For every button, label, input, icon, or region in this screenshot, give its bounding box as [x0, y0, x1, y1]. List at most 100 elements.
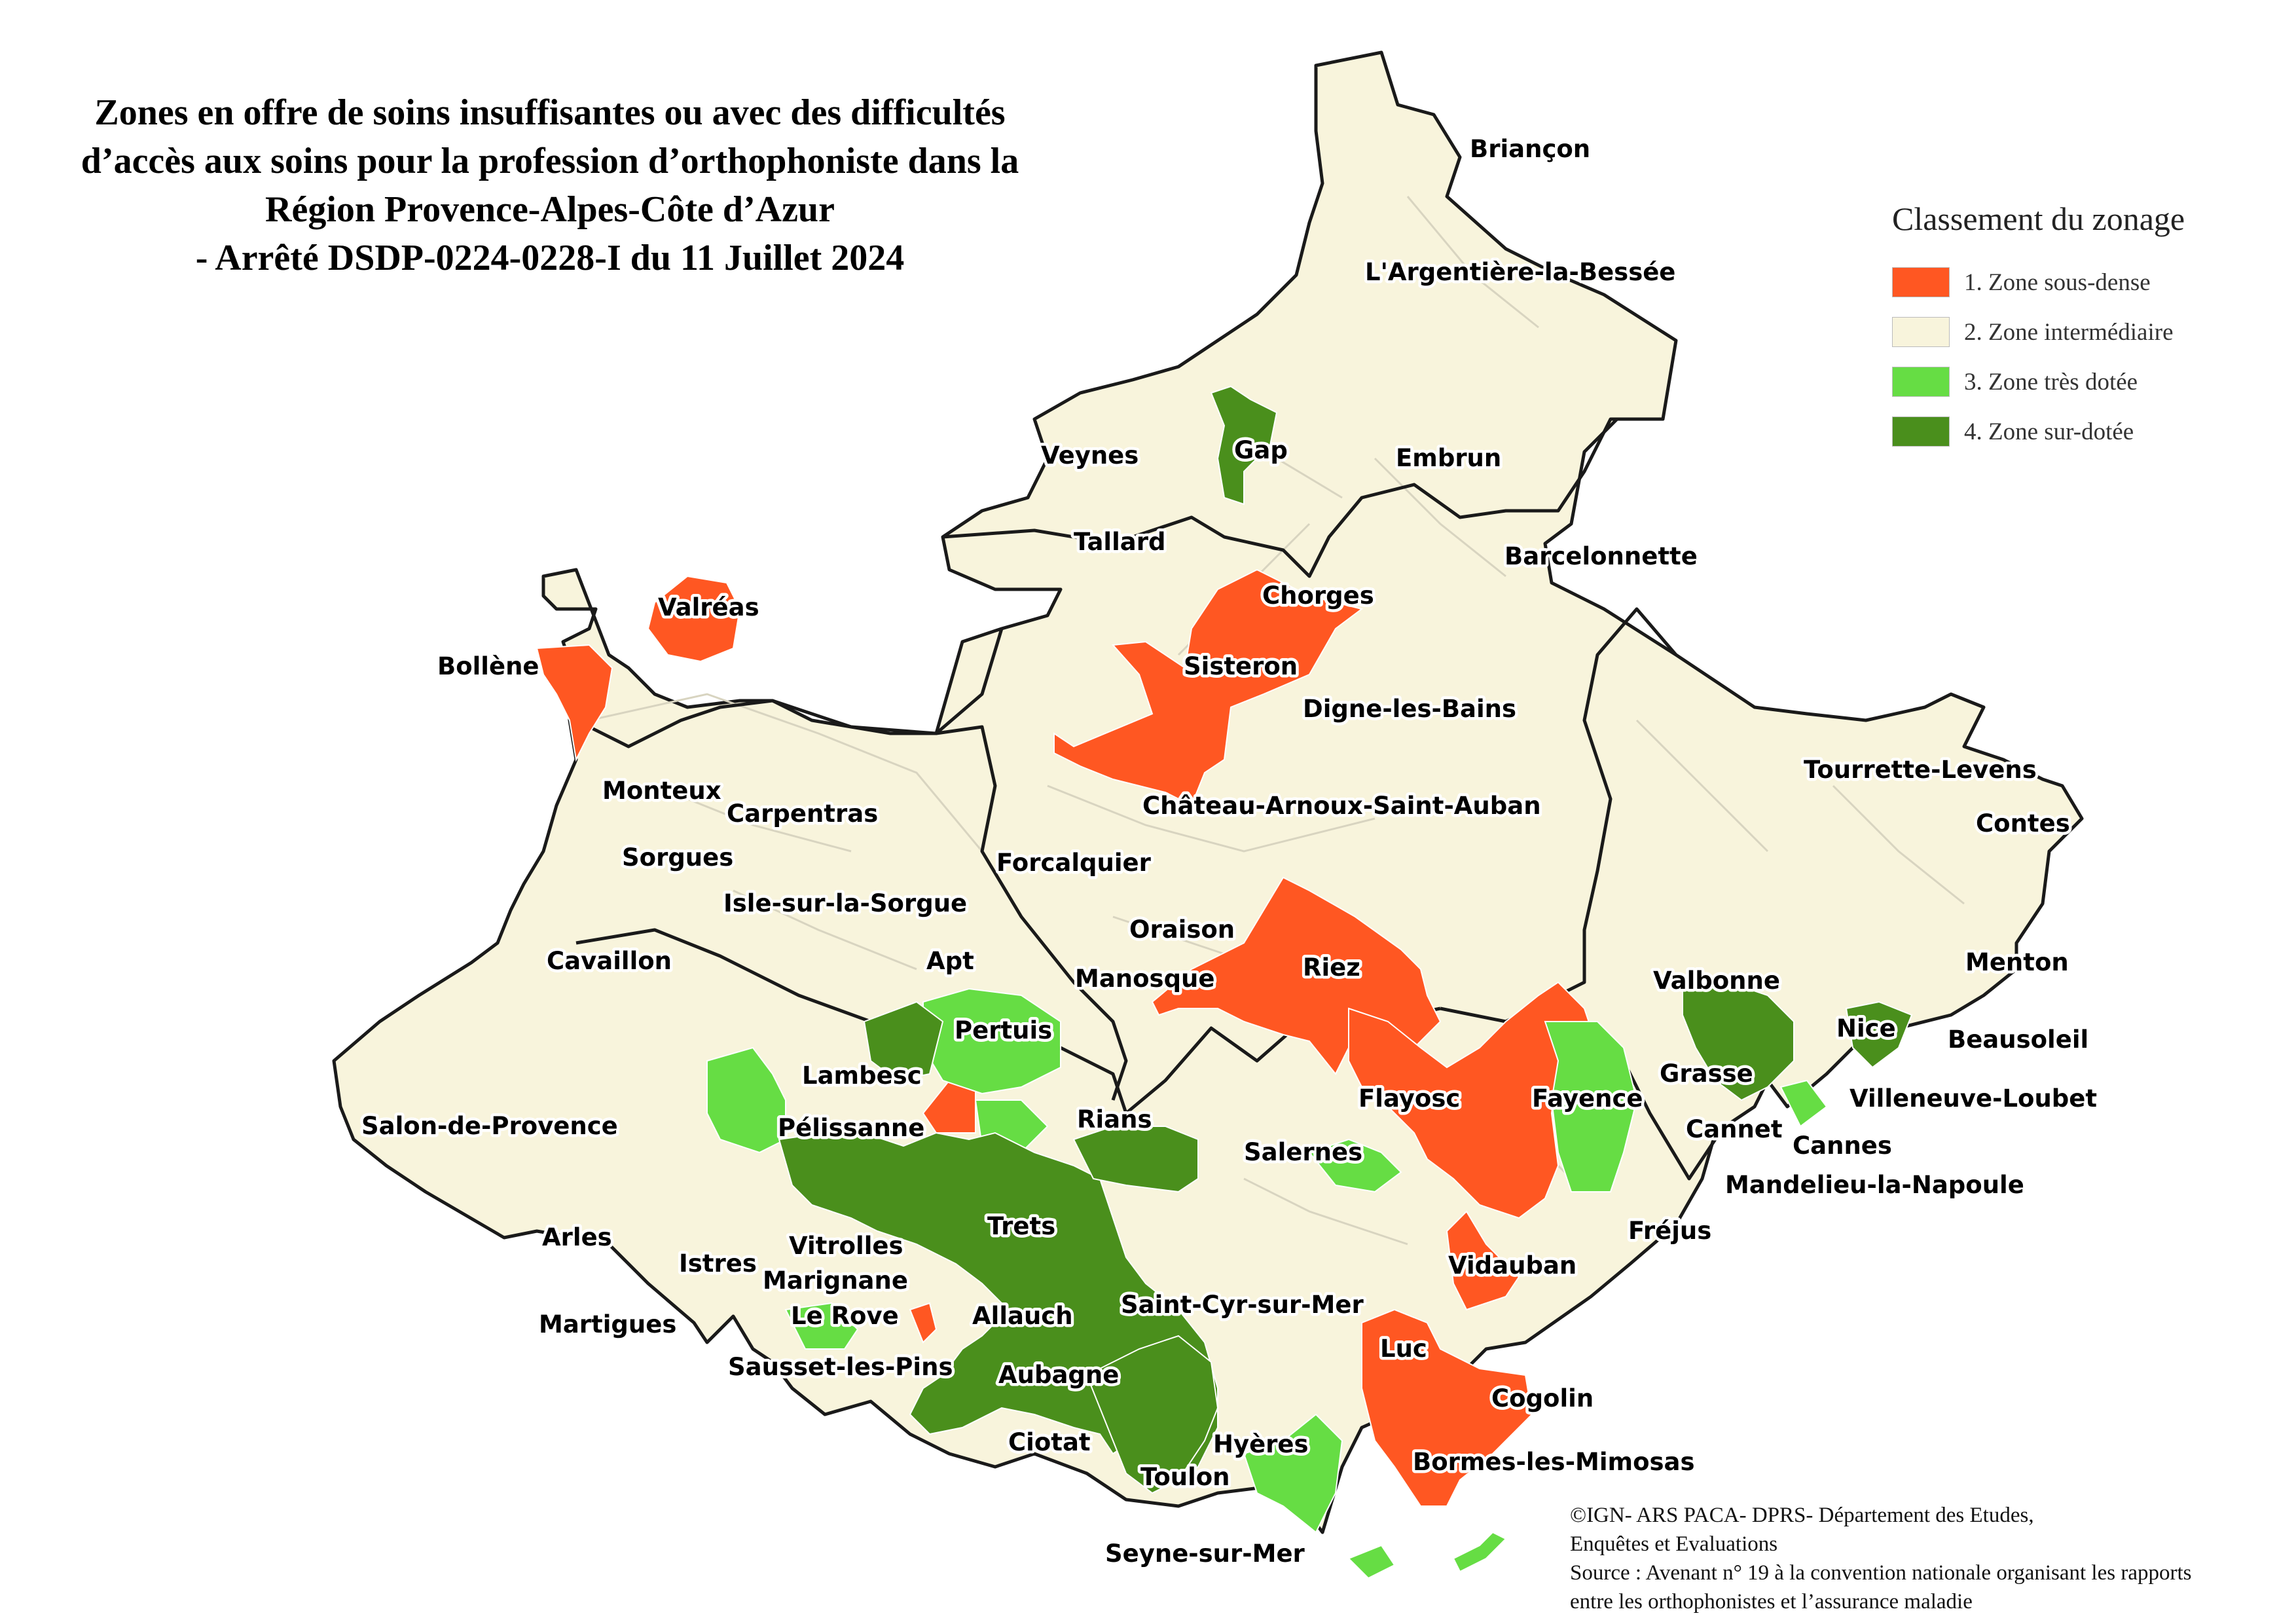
legend-item-sous-dense: 1. Zone sous-dense — [1886, 257, 2252, 307]
label-chateau-arnoux: Château-Arnoux-Saint-Auban — [1142, 792, 1541, 820]
zones-sous-denses — [536, 568, 1599, 1507]
map-title: Zones en offre de soins insuffisantes ou… — [13, 88, 1087, 282]
zone-le-rove — [909, 1302, 938, 1344]
zone-sisteron — [1053, 568, 1364, 807]
zone-valbonne — [1682, 982, 1795, 1101]
legend-item-intermediaire: 2. Zone intermédiaire — [1886, 307, 2252, 357]
label-veynes: Veynes — [1041, 441, 1139, 470]
label-isle: Isle-sur-la-Sorgue — [723, 889, 967, 917]
label-grasse: Grasse — [1660, 1060, 1753, 1088]
label-monteux: Monteux — [602, 777, 721, 805]
label-cannes: Cannes — [1793, 1132, 1892, 1160]
label-chorges: Chorges — [1262, 581, 1374, 610]
credits: ©IGN- ARS PACA- DPRS- Département des Et… — [1570, 1501, 2277, 1616]
zone-island-2 — [1452, 1531, 1507, 1573]
label-carpentras: Carpentras — [727, 800, 878, 828]
label-frejus: Fréjus — [1628, 1217, 1711, 1245]
legend-swatch-sur-dotee — [1892, 416, 1950, 447]
legend-item-tres-dotee: 3. Zone très dotée — [1886, 357, 2252, 407]
label-pertuis: Pertuis — [955, 1016, 1052, 1044]
label-contes: Contes — [1976, 809, 2070, 838]
label-briancon: Briançon — [1470, 135, 1590, 163]
zones-sur-dotees — [778, 385, 1913, 1494]
legend-swatch-tres-dotee — [1892, 367, 1950, 397]
label-cannet: Cannet — [1686, 1115, 1783, 1143]
label-sorgues: Sorgues — [622, 843, 733, 872]
label-mandelieu: Mandelieu-la-Napoule — [1725, 1171, 2024, 1199]
label-menton: Menton — [1965, 948, 2069, 976]
credits-line-3: Source : Avenant n° 19 à la convention n… — [1570, 1561, 2192, 1585]
legend-label-intermediaire: 2. Zone intermédiaire — [1964, 318, 2174, 346]
label-le-rove: Le Rove — [791, 1302, 899, 1330]
label-ciotat: Ciotat — [1008, 1428, 1091, 1456]
title-line-1: Zones en offre de soins insuffisantes ou… — [94, 92, 1006, 133]
label-argentiere: L'Argentière-la-Bessée — [1365, 258, 1675, 286]
label-sausset: Sausset-les-Pins — [728, 1353, 953, 1381]
label-tallard: Tallard — [1074, 528, 1166, 556]
zones-tres-dotees — [706, 987, 1828, 1579]
label-toulon: Toulon — [1140, 1463, 1230, 1491]
label-allauch: Allauch — [972, 1302, 1073, 1330]
legend-title: Classement du zonage — [1892, 200, 2185, 237]
border-vaucluse — [575, 628, 1128, 1101]
label-valbonne: Valbonne — [1653, 967, 1780, 995]
label-flayosc: Flayosc — [1358, 1084, 1460, 1113]
legend-label-sous-dense: 1. Zone sous-dense — [1964, 268, 2151, 296]
zone-salernes — [1308, 1138, 1402, 1193]
zone-nice — [1845, 1001, 1913, 1069]
label-pelissanne: Pélissanne — [778, 1114, 924, 1142]
credits-line-1: ©IGN- ARS PACA- DPRS- Département des Et… — [1570, 1504, 2034, 1527]
zone-pertuis — [922, 987, 1061, 1095]
zone-toulon — [1085, 1335, 1219, 1494]
title-line-3: Région Provence-Alpes-Côte d’Azur — [265, 189, 835, 230]
label-cogolin: Cogolin — [1491, 1384, 1594, 1412]
zone-bollene — [536, 644, 613, 762]
legend-swatch-sous-dense — [1892, 267, 1950, 297]
label-luc: Luc — [1380, 1335, 1427, 1363]
label-embrun: Embrun — [1396, 444, 1501, 472]
zone-hyeres — [1243, 1413, 1343, 1534]
label-sisteron: Sisteron — [1184, 652, 1298, 680]
label-hyeres: Hyères — [1213, 1430, 1309, 1458]
label-cavaillon: Cavaillon — [547, 947, 672, 975]
zone-luc — [1361, 1308, 1533, 1507]
label-oraison: Oraison — [1129, 915, 1235, 944]
label-bollene: Bollène — [437, 652, 539, 680]
zone-island-1 — [1347, 1544, 1396, 1579]
label-salernes: Salernes — [1244, 1138, 1362, 1166]
region-outline — [332, 50, 2084, 1534]
label-manosque: Manosque — [1075, 965, 1215, 993]
legend-item-sur-dotee: 4. Zone sur-dotée — [1886, 407, 2252, 456]
label-tourrette: Tourrette-Levens — [1804, 756, 2037, 784]
label-digne: Digne-les-Bains — [1303, 695, 1516, 723]
label-vidauban: Vidauban — [1448, 1251, 1576, 1280]
label-apt: Apt — [926, 947, 974, 975]
zone-vidauban — [1446, 1210, 1520, 1311]
zone-sausset — [784, 1302, 859, 1350]
label-forcalquier: Forcalquier — [996, 849, 1152, 877]
zone-gap — [1210, 385, 1278, 506]
border-hautes-alpes — [942, 417, 1663, 578]
label-martigues: Martigues — [539, 1310, 676, 1338]
legend-label-tres-dotee: 3. Zone très dotée — [1964, 368, 2138, 396]
place-labels: Briançon L'Argentière-la-Bessée Gap Veyn… — [359, 132, 2100, 1571]
label-arles: Arles — [542, 1223, 612, 1251]
credits-line-2: Enquêtes et Evaluations — [1570, 1532, 1778, 1556]
title-line-4: - Arrêté DSDP-0224-0228-I du 11 Juillet … — [195, 238, 905, 278]
zone-lambesc-sud — [863, 1001, 944, 1082]
title-line-2: d’accès aux soins pour la profession d’o… — [81, 141, 1019, 181]
label-valreas: Valréas — [658, 593, 759, 621]
label-nice: Nice — [1836, 1014, 1896, 1043]
label-salon: Salon-de-Provence — [361, 1112, 618, 1140]
zone-fayence — [1544, 1021, 1638, 1192]
zone-flayosc — [1348, 981, 1599, 1219]
label-istres: Istres — [679, 1249, 757, 1278]
base-region — [332, 50, 2084, 1534]
label-fayence: Fayence — [1532, 1084, 1643, 1113]
label-saint-cyr: Saint-Cyr-sur-Mer — [1121, 1291, 1364, 1319]
label-riez: Riez — [1303, 953, 1360, 982]
label-lambesc: Lambesc — [802, 1061, 922, 1090]
label-villeneuve: Villeneuve-Loubet — [1850, 1084, 2097, 1113]
label-aubagne: Aubagne — [998, 1361, 1119, 1389]
